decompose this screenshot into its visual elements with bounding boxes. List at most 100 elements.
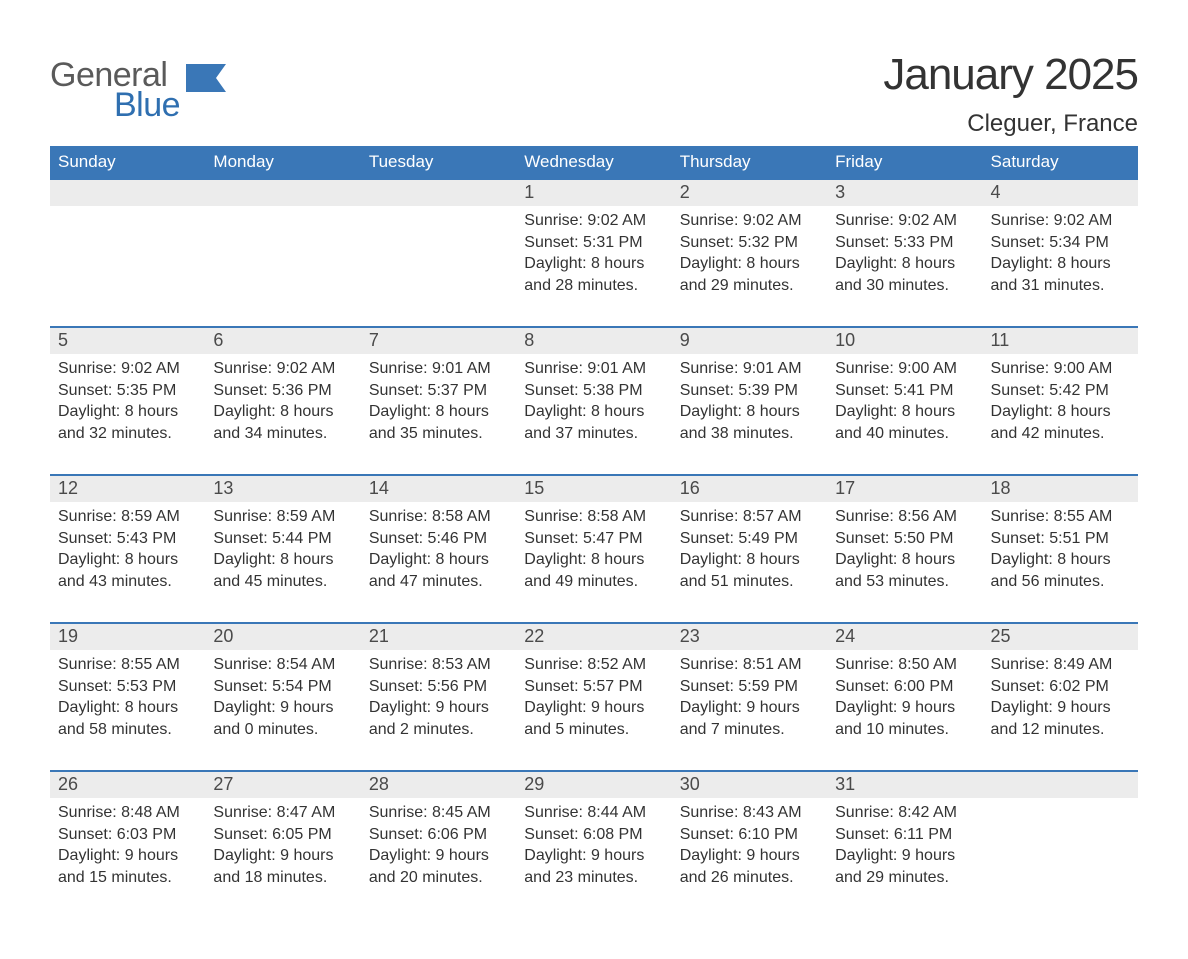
- calendar-day-cell: 21Sunrise: 8:53 AMSunset: 5:56 PMDayligh…: [361, 623, 516, 771]
- daylight-text: Daylight: 8 hours and 35 minutes.: [369, 401, 508, 444]
- sunset-text: Sunset: 5:54 PM: [213, 676, 352, 698]
- calendar-day-cell: [983, 771, 1138, 919]
- sunset-text: Sunset: 5:36 PM: [213, 380, 352, 402]
- day-details: Sunrise: 8:53 AMSunset: 5:56 PMDaylight:…: [361, 650, 516, 748]
- sunset-text: Sunset: 5:51 PM: [991, 528, 1130, 550]
- calendar-day-cell: 26Sunrise: 8:48 AMSunset: 6:03 PMDayligh…: [50, 771, 205, 919]
- day-number: 5: [50, 328, 205, 354]
- sunset-text: Sunset: 6:00 PM: [835, 676, 974, 698]
- day-number: [205, 180, 360, 206]
- sunrise-text: Sunrise: 8:42 AM: [835, 802, 974, 824]
- sunset-text: Sunset: 5:49 PM: [680, 528, 819, 550]
- daylight-text: Daylight: 9 hours and 15 minutes.: [58, 845, 197, 888]
- calendar-header-row: Sunday Monday Tuesday Wednesday Thursday…: [50, 146, 1138, 179]
- day-header: Tuesday: [361, 146, 516, 179]
- day-details: Sunrise: 9:02 AMSunset: 5:32 PMDaylight:…: [672, 206, 827, 304]
- day-header: Monday: [205, 146, 360, 179]
- sunset-text: Sunset: 5:57 PM: [524, 676, 663, 698]
- day-details: Sunrise: 8:44 AMSunset: 6:08 PMDaylight:…: [516, 798, 671, 896]
- day-number: 9: [672, 328, 827, 354]
- daylight-text: Daylight: 8 hours and 42 minutes.: [991, 401, 1130, 444]
- logo-word-blue: Blue: [114, 88, 180, 122]
- sunrise-text: Sunrise: 9:02 AM: [680, 210, 819, 232]
- daylight-text: Daylight: 9 hours and 26 minutes.: [680, 845, 819, 888]
- calendar-document: General Blue January 2025 Cleguer, Franc…: [0, 0, 1188, 959]
- calendar-day-cell: 22Sunrise: 8:52 AMSunset: 5:57 PMDayligh…: [516, 623, 671, 771]
- daylight-text: Daylight: 8 hours and 53 minutes.: [835, 549, 974, 592]
- day-header: Wednesday: [516, 146, 671, 179]
- day-details: Sunrise: 8:56 AMSunset: 5:50 PMDaylight:…: [827, 502, 982, 600]
- sunrise-text: Sunrise: 8:55 AM: [991, 506, 1130, 528]
- sunset-text: Sunset: 6:10 PM: [680, 824, 819, 846]
- calendar-day-cell: 29Sunrise: 8:44 AMSunset: 6:08 PMDayligh…: [516, 771, 671, 919]
- calendar-day-cell: 9Sunrise: 9:01 AMSunset: 5:39 PMDaylight…: [672, 327, 827, 475]
- daylight-text: Daylight: 9 hours and 18 minutes.: [213, 845, 352, 888]
- daylight-text: Daylight: 9 hours and 29 minutes.: [835, 845, 974, 888]
- day-details: Sunrise: 9:00 AMSunset: 5:42 PMDaylight:…: [983, 354, 1138, 452]
- daylight-text: Daylight: 8 hours and 56 minutes.: [991, 549, 1130, 592]
- sunset-text: Sunset: 5:34 PM: [991, 232, 1130, 254]
- daylight-text: Daylight: 9 hours and 12 minutes.: [991, 697, 1130, 740]
- sunrise-text: Sunrise: 9:02 AM: [524, 210, 663, 232]
- daylight-text: Daylight: 8 hours and 58 minutes.: [58, 697, 197, 740]
- sunrise-text: Sunrise: 8:47 AM: [213, 802, 352, 824]
- day-number: 24: [827, 624, 982, 650]
- sunrise-text: Sunrise: 8:43 AM: [680, 802, 819, 824]
- day-number: 17: [827, 476, 982, 502]
- day-details: [361, 206, 516, 218]
- day-number: 13: [205, 476, 360, 502]
- day-number: [361, 180, 516, 206]
- sunset-text: Sunset: 5:50 PM: [835, 528, 974, 550]
- calendar-week-row: 1Sunrise: 9:02 AMSunset: 5:31 PMDaylight…: [50, 179, 1138, 327]
- sunset-text: Sunset: 5:42 PM: [991, 380, 1130, 402]
- calendar-day-cell: [205, 179, 360, 327]
- day-number: 12: [50, 476, 205, 502]
- sunrise-text: Sunrise: 9:01 AM: [524, 358, 663, 380]
- day-details: Sunrise: 8:48 AMSunset: 6:03 PMDaylight:…: [50, 798, 205, 896]
- daylight-text: Daylight: 8 hours and 32 minutes.: [58, 401, 197, 444]
- day-details: Sunrise: 8:43 AMSunset: 6:10 PMDaylight:…: [672, 798, 827, 896]
- calendar-day-cell: 3Sunrise: 9:02 AMSunset: 5:33 PMDaylight…: [827, 179, 982, 327]
- calendar-week-row: 12Sunrise: 8:59 AMSunset: 5:43 PMDayligh…: [50, 475, 1138, 623]
- sunrise-text: Sunrise: 8:48 AM: [58, 802, 197, 824]
- daylight-text: Daylight: 8 hours and 31 minutes.: [991, 253, 1130, 296]
- sunset-text: Sunset: 5:39 PM: [680, 380, 819, 402]
- calendar-day-cell: 6Sunrise: 9:02 AMSunset: 5:36 PMDaylight…: [205, 327, 360, 475]
- daylight-text: Daylight: 9 hours and 5 minutes.: [524, 697, 663, 740]
- calendar-day-cell: 8Sunrise: 9:01 AMSunset: 5:38 PMDaylight…: [516, 327, 671, 475]
- day-details: Sunrise: 9:02 AMSunset: 5:36 PMDaylight:…: [205, 354, 360, 452]
- sunrise-text: Sunrise: 9:00 AM: [835, 358, 974, 380]
- day-header: Friday: [827, 146, 982, 179]
- day-number: 4: [983, 180, 1138, 206]
- sunset-text: Sunset: 6:03 PM: [58, 824, 197, 846]
- sunset-text: Sunset: 5:53 PM: [58, 676, 197, 698]
- day-number: 6: [205, 328, 360, 354]
- sunrise-text: Sunrise: 9:02 AM: [991, 210, 1130, 232]
- sunrise-text: Sunrise: 8:55 AM: [58, 654, 197, 676]
- daylight-text: Daylight: 9 hours and 7 minutes.: [680, 697, 819, 740]
- daylight-text: Daylight: 9 hours and 2 minutes.: [369, 697, 508, 740]
- day-number: 18: [983, 476, 1138, 502]
- day-details: Sunrise: 8:49 AMSunset: 6:02 PMDaylight:…: [983, 650, 1138, 748]
- daylight-text: Daylight: 8 hours and 40 minutes.: [835, 401, 974, 444]
- calendar-day-cell: 30Sunrise: 8:43 AMSunset: 6:10 PMDayligh…: [672, 771, 827, 919]
- daylight-text: Daylight: 8 hours and 34 minutes.: [213, 401, 352, 444]
- sunrise-text: Sunrise: 8:58 AM: [369, 506, 508, 528]
- sunset-text: Sunset: 5:44 PM: [213, 528, 352, 550]
- calendar-day-cell: 14Sunrise: 8:58 AMSunset: 5:46 PMDayligh…: [361, 475, 516, 623]
- daylight-text: Daylight: 8 hours and 37 minutes.: [524, 401, 663, 444]
- sunset-text: Sunset: 5:38 PM: [524, 380, 663, 402]
- day-details: Sunrise: 9:02 AMSunset: 5:35 PMDaylight:…: [50, 354, 205, 452]
- day-number: 27: [205, 772, 360, 798]
- day-number: 21: [361, 624, 516, 650]
- day-header: Sunday: [50, 146, 205, 179]
- flag-icon: [186, 64, 226, 92]
- sunrise-text: Sunrise: 8:51 AM: [680, 654, 819, 676]
- sunrise-text: Sunrise: 9:01 AM: [680, 358, 819, 380]
- day-details: Sunrise: 9:02 AMSunset: 5:31 PMDaylight:…: [516, 206, 671, 304]
- day-details: Sunrise: 8:59 AMSunset: 5:43 PMDaylight:…: [50, 502, 205, 600]
- daylight-text: Daylight: 9 hours and 20 minutes.: [369, 845, 508, 888]
- day-details: [983, 798, 1138, 810]
- calendar-day-cell: 31Sunrise: 8:42 AMSunset: 6:11 PMDayligh…: [827, 771, 982, 919]
- daylight-text: Daylight: 8 hours and 43 minutes.: [58, 549, 197, 592]
